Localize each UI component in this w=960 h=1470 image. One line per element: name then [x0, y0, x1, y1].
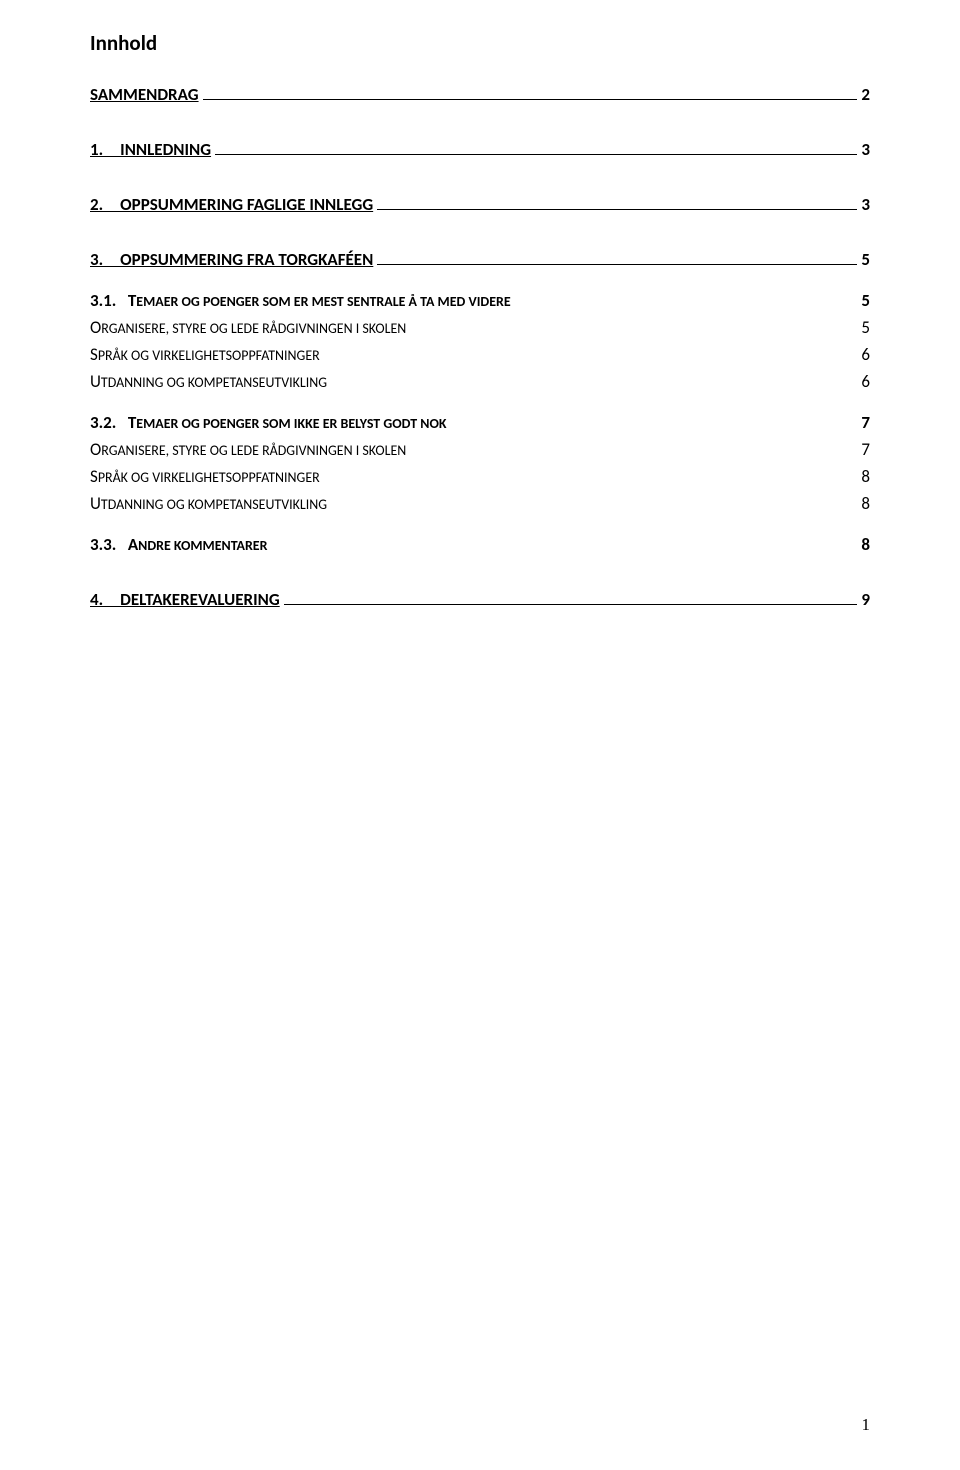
toc-entry: Utdanning og kompetanseutvikling 8	[90, 493, 870, 514]
toc-entry-page: 3	[861, 139, 870, 160]
toc-entry-label: SAMMENDRAG	[90, 84, 199, 105]
toc-entry: Utdanning og kompetanseutvikling 6	[90, 371, 870, 392]
toc-entry-page: 7	[861, 412, 870, 433]
toc-entry: 3.2. Temaer og poenger som ikke er belys…	[90, 412, 870, 433]
toc-entry: 1. INNLEDNING 3	[90, 139, 870, 160]
toc-entry-label: Organisere, styre og lede rådgivningen i…	[90, 317, 406, 338]
toc-entry-page: 8	[861, 466, 870, 487]
toc-entry-page: 8	[861, 534, 870, 555]
toc-entry-page: 5	[861, 290, 870, 311]
toc-entry-label: 3.3. Andre kommentarer	[90, 534, 267, 555]
page-number: 1	[862, 1415, 871, 1435]
toc-entry: 4. DELTAKEREVALUERING 9	[90, 589, 870, 610]
toc-entry: Språk og virkelighetsoppfatninger 6	[90, 344, 870, 365]
toc-leader-line	[203, 99, 858, 100]
toc-entry-page: 5	[861, 249, 870, 270]
toc-entry: 3. OPPSUMMERING FRA TORGKAFÉEN 5	[90, 249, 870, 270]
toc-entry-label: Utdanning og kompetanseutvikling	[90, 493, 327, 514]
table-of-contents: SAMMENDRAG21. INNLEDNING32. OPPSUMMERING…	[90, 84, 870, 610]
toc-entry: Organisere, styre og lede rådgivningen i…	[90, 317, 870, 338]
toc-leader-line	[377, 209, 857, 210]
toc-entry-page: 8	[861, 493, 870, 514]
toc-leader-line	[284, 604, 858, 605]
toc-entry-page: 6	[861, 371, 870, 392]
toc-entry: SAMMENDRAG 2	[90, 84, 870, 105]
toc-entry-label: 4. DELTAKEREVALUERING	[90, 589, 280, 610]
toc-entry: Organisere, styre og lede rådgivningen i…	[90, 439, 870, 460]
toc-entry: 3.1. Temaer og poenger som er mest sentr…	[90, 290, 870, 311]
toc-entry-label: Utdanning og kompetanseutvikling	[90, 371, 327, 392]
toc-entry-page: 2	[861, 84, 870, 105]
toc-entry-label: 1. INNLEDNING	[90, 139, 211, 160]
toc-leader-line	[215, 154, 857, 155]
toc-entry-label: 3.2. Temaer og poenger som ikke er belys…	[90, 412, 447, 433]
toc-entry-label: Organisere, styre og lede rådgivningen i…	[90, 439, 406, 460]
toc-entry-page: 7	[861, 439, 870, 460]
toc-entry-label: Språk og virkelighetsoppfatninger	[90, 466, 320, 487]
toc-entry-label: 3.1. Temaer og poenger som er mest sentr…	[90, 290, 511, 311]
toc-entry-page: 6	[861, 344, 870, 365]
toc-entry: Språk og virkelighetsoppfatninger 8	[90, 466, 870, 487]
toc-entry: 3.3. Andre kommentarer 8	[90, 534, 870, 555]
page-title: Innhold	[90, 30, 870, 56]
toc-entry-label: 2. OPPSUMMERING FAGLIGE INNLEGG	[90, 194, 373, 215]
toc-entry-label: Språk og virkelighetsoppfatninger	[90, 344, 320, 365]
toc-leader-line	[377, 264, 857, 265]
toc-entry-page: 5	[861, 317, 870, 338]
toc-entry: 2. OPPSUMMERING FAGLIGE INNLEGG 3	[90, 194, 870, 215]
toc-entry-label: 3. OPPSUMMERING FRA TORGKAFÉEN	[90, 249, 373, 270]
toc-entry-page: 3	[861, 194, 870, 215]
toc-entry-page: 9	[861, 589, 870, 610]
